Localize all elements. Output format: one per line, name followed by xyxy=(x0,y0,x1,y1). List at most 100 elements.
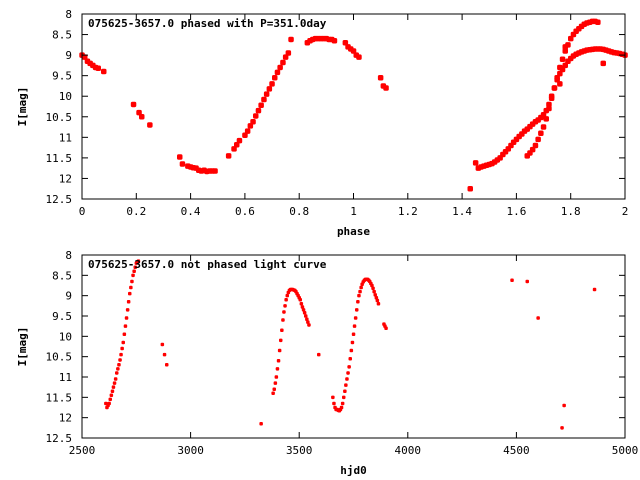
phased-chart-title: 075625-3657.0 phased with P=351.0day xyxy=(88,17,327,30)
unphased-data-point xyxy=(525,279,529,284)
phased-data-point xyxy=(288,36,294,43)
unphased-data-point xyxy=(107,401,111,406)
unphased-data-point xyxy=(371,286,375,291)
unphased-data-point xyxy=(349,348,354,353)
unphased-data-point xyxy=(536,316,540,320)
phased-x-tick-label: 1.4 xyxy=(452,205,472,218)
unphased-light-curve-panel: 2500 3000 3500 4000 4500 5000 8 8.5 9 9.5 10 10.5 11… xyxy=(16,249,638,477)
unphased-data-point xyxy=(274,375,279,379)
unphased-data-point xyxy=(376,302,381,306)
unphased-data-point xyxy=(307,323,311,327)
unphased-data-point xyxy=(117,363,121,367)
phased-data-point xyxy=(101,68,107,75)
phased-y-tick-label: 10 xyxy=(59,90,72,103)
phased-data-point xyxy=(269,81,275,87)
unphased-data-point xyxy=(302,311,307,315)
phased-x-tick-label: 1.2 xyxy=(398,205,418,218)
unphased-plot-frame xyxy=(81,254,626,439)
phased-data-point xyxy=(255,107,262,114)
phased-data-point xyxy=(177,154,183,160)
unphased-data-point xyxy=(298,298,302,302)
unphased-data-point xyxy=(350,340,355,345)
unphased-x-tick-label: 4000 xyxy=(395,444,422,457)
phased-data-point xyxy=(538,130,544,136)
unphased-x-axis-label: hjd0 xyxy=(340,464,367,477)
phased-data-point xyxy=(543,116,549,122)
unphased-data-point xyxy=(116,367,120,371)
phased-data-point xyxy=(147,122,153,128)
phased-data-point xyxy=(95,65,101,71)
unphased-x-tick-label: 2500 xyxy=(69,444,96,457)
unphased-data-point xyxy=(162,352,167,357)
unphased-y-tick-label: 9.5 xyxy=(52,310,72,323)
phased-data-point xyxy=(467,186,473,192)
phased-ticks: 0 0.2 0.4 0.6 0.8 1 1.2 1.4 1.6 1.8 2 8 8.5 9 9.5 10 10.… xyxy=(46,8,629,218)
phased-data-point xyxy=(261,96,267,103)
phased-data-point xyxy=(595,19,601,25)
unphased-data-point xyxy=(136,259,141,263)
phased-y-tick-label: 11.5 xyxy=(46,152,73,165)
unphased-data-point xyxy=(273,381,278,385)
phased-x-tick-label: 2 xyxy=(622,205,629,218)
unphased-data-point xyxy=(510,278,514,282)
unphased-data-point xyxy=(160,342,165,347)
phased-data-point xyxy=(225,153,232,159)
unphased-data-point xyxy=(357,293,361,298)
unphased-data-point xyxy=(110,389,115,393)
unphased-data-point xyxy=(375,298,380,303)
phased-x-tick-label: 1.6 xyxy=(506,205,526,218)
unphased-chart-title: 075625-3657.0 not phased light curve xyxy=(88,258,327,271)
phased-x-tick-label: 1.8 xyxy=(561,205,581,218)
phased-data-point xyxy=(559,56,566,62)
unphased-data-point xyxy=(374,296,379,300)
phased-data-point xyxy=(263,91,270,97)
unphased-data-point xyxy=(355,308,359,312)
phased-data-point xyxy=(562,44,568,50)
unphased-data-point xyxy=(113,377,118,381)
unphased-data-point xyxy=(339,405,344,410)
phased-data-point xyxy=(212,168,218,174)
unphased-data-point xyxy=(345,377,349,381)
phased-y-tick-label: 12 xyxy=(59,172,72,185)
phased-data-point xyxy=(557,64,563,71)
unphased-data-point xyxy=(133,265,137,269)
unphased-data-point xyxy=(276,359,281,363)
phased-data-point xyxy=(548,95,555,101)
phased-y-tick-label: 9.5 xyxy=(52,70,72,83)
phased-x-tick-label: 1 xyxy=(350,205,357,218)
unphased-data-point xyxy=(125,308,130,312)
unphased-data-points xyxy=(104,259,597,430)
phased-data-point xyxy=(600,60,606,67)
phased-x-tick-label: 0.6 xyxy=(235,205,255,218)
phased-x-tick-label: 0.4 xyxy=(181,205,201,218)
phased-data-point xyxy=(179,161,186,167)
unphased-data-point xyxy=(112,381,117,385)
unphased-data-point xyxy=(165,363,169,367)
unphased-data-point xyxy=(346,371,350,375)
unphased-data-point xyxy=(299,302,304,306)
unphased-y-tick-label: 11.5 xyxy=(46,391,73,404)
unphased-data-point xyxy=(130,279,134,284)
unphased-y-axis-label: I[mag] xyxy=(16,327,29,367)
unphased-data-point xyxy=(560,426,564,430)
unphased-data-point xyxy=(123,324,128,328)
phased-data-point xyxy=(562,48,568,54)
phased-data-point xyxy=(266,86,273,92)
unphased-data-point xyxy=(115,371,119,375)
unphased-data-point xyxy=(384,326,388,330)
unphased-data-point xyxy=(348,357,352,361)
unphased-data-point xyxy=(342,395,346,400)
unphased-data-point xyxy=(279,338,283,343)
unphased-data-point xyxy=(353,316,358,320)
unphased-data-point xyxy=(358,289,362,294)
unphased-data-point xyxy=(283,304,287,308)
phased-data-point xyxy=(250,119,256,125)
unphased-y-tick-label: 8.5 xyxy=(52,269,72,282)
unphased-data-point xyxy=(259,422,263,426)
phased-data-point xyxy=(253,113,259,119)
unphased-data-point xyxy=(277,348,282,353)
phased-data-point xyxy=(280,59,286,66)
phased-data-point xyxy=(272,75,278,81)
unphased-data-point xyxy=(343,389,347,393)
phased-data-point xyxy=(383,85,389,91)
